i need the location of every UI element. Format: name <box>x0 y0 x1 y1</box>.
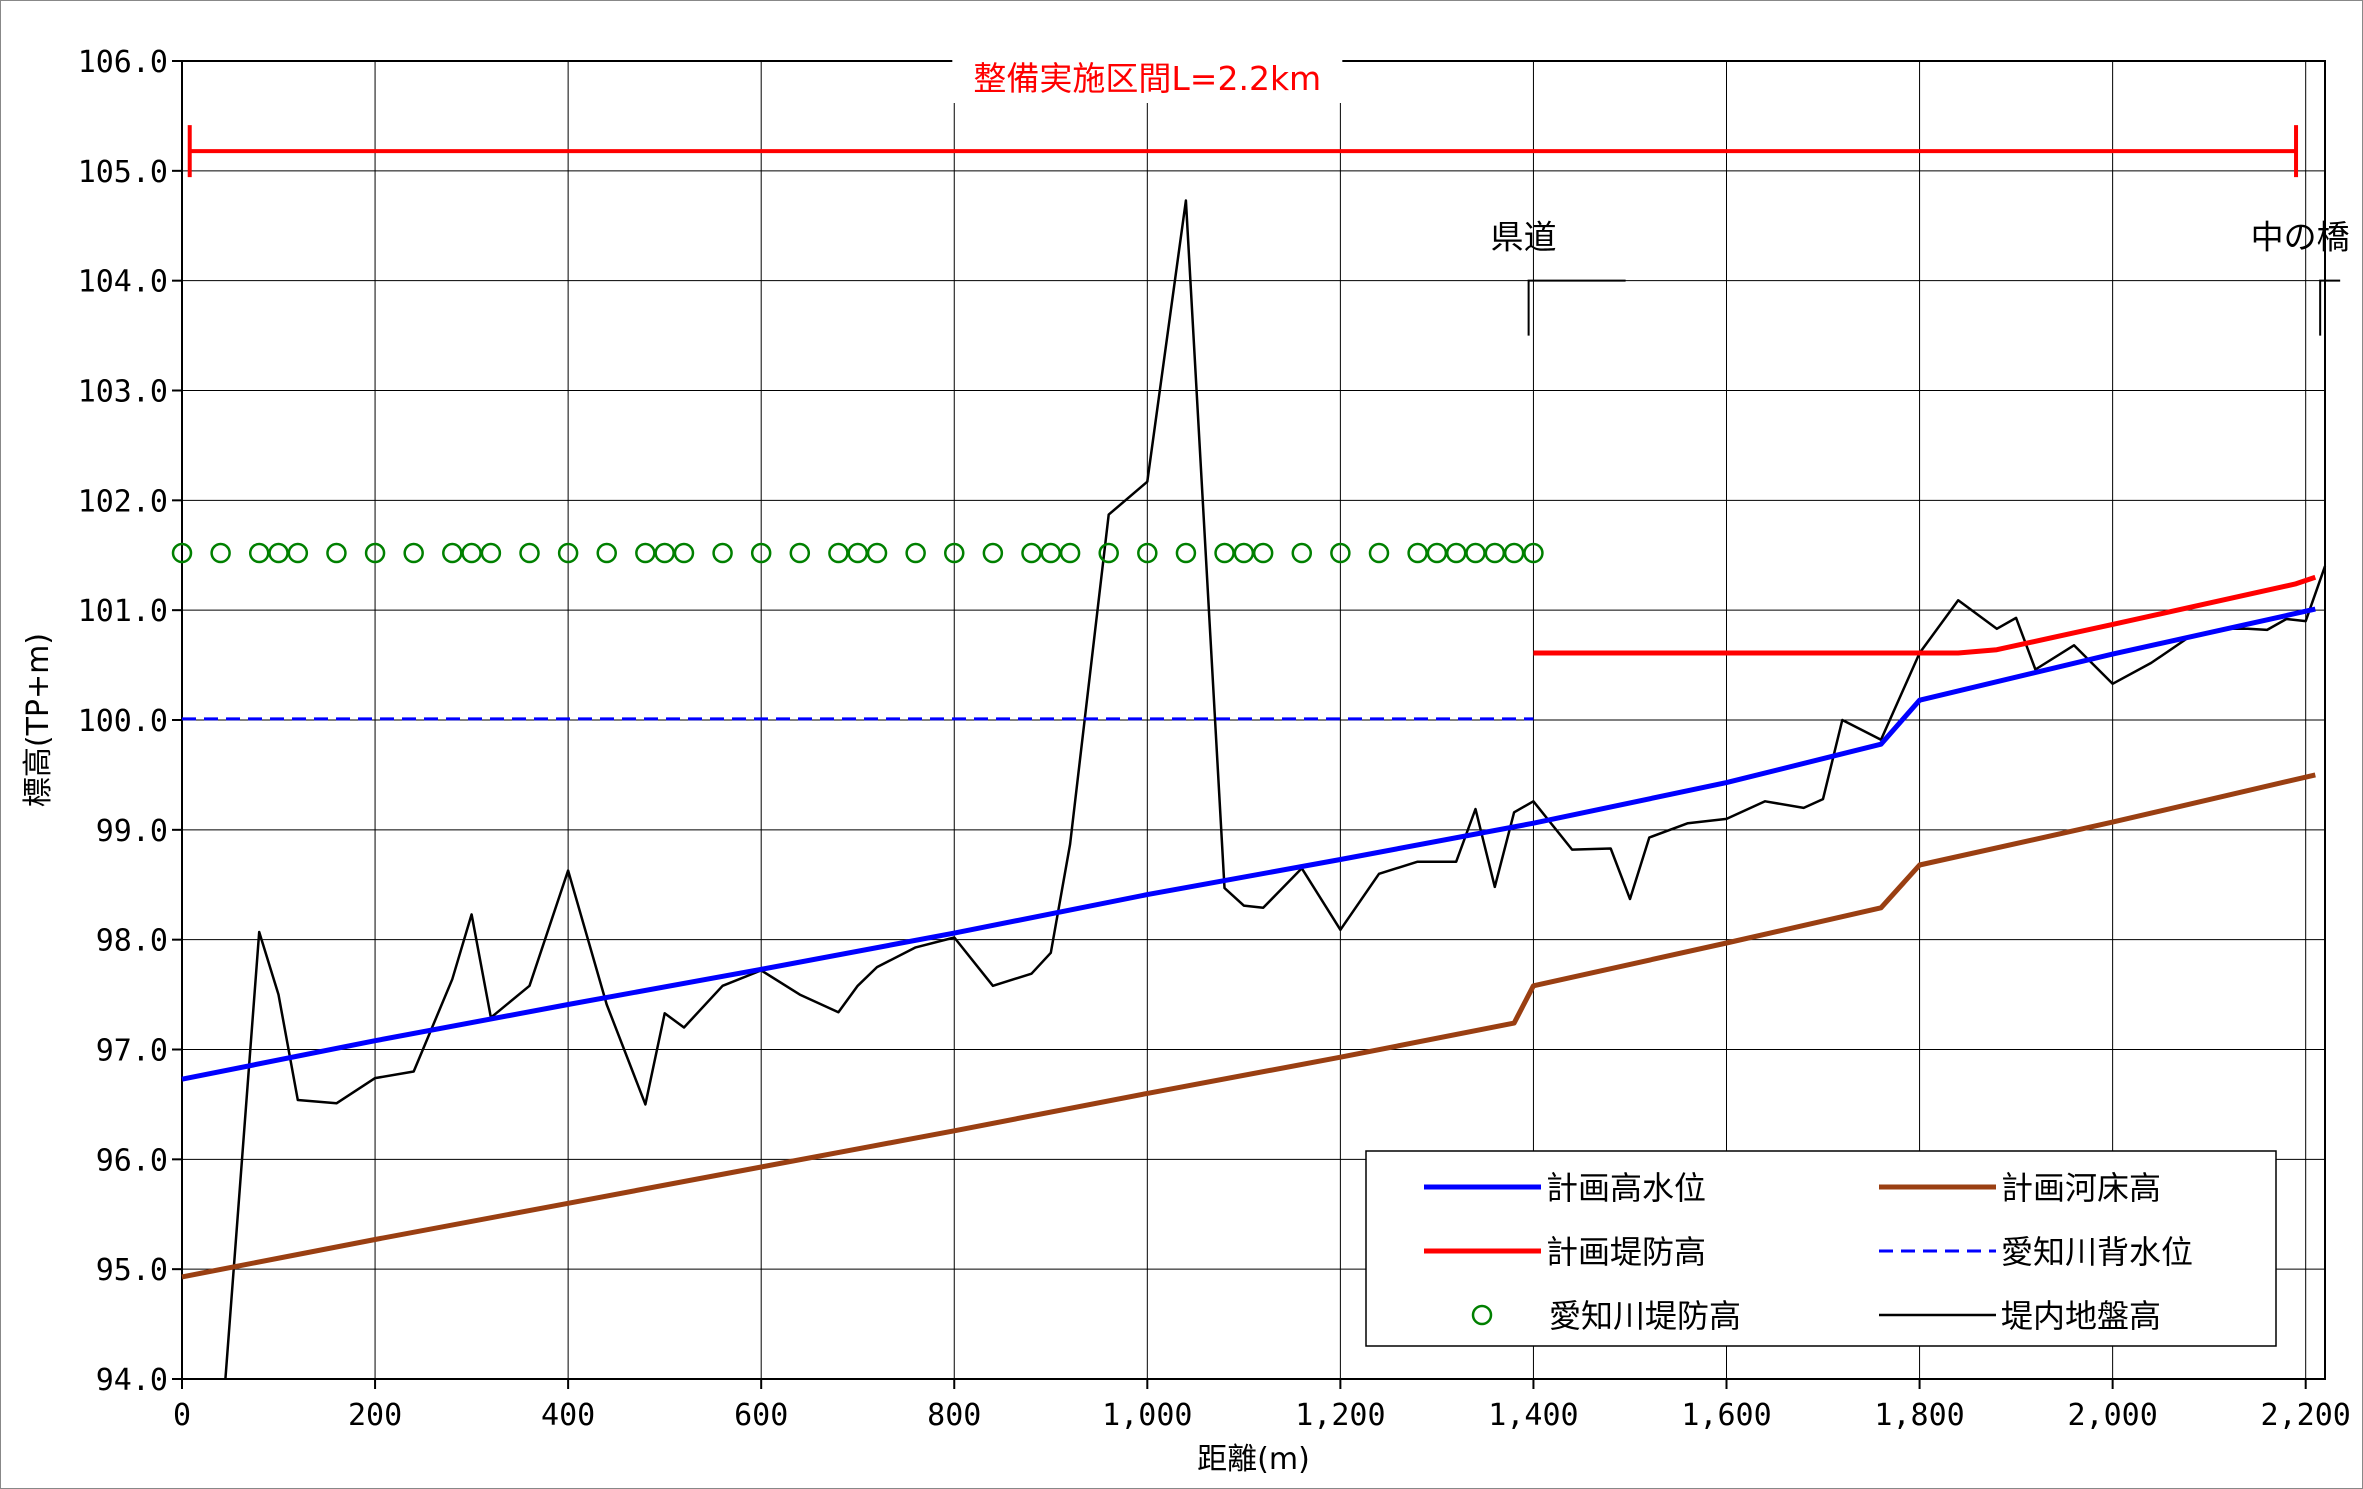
echi-levee-point <box>866 542 888 564</box>
echi-levee-point <box>1214 542 1235 564</box>
echi-levee-point <box>789 542 811 564</box>
echi-levee-point <box>750 542 772 564</box>
echi-levee-point <box>905 542 926 564</box>
echi-levee-point <box>287 542 309 564</box>
echi-levee-point <box>1040 542 1062 564</box>
echi-levee-point <box>519 542 540 564</box>
x-tick-label: 400 <box>541 1398 595 1433</box>
y-tick-labels: 94.0 95.0 96.0 97.0 98.0 99.0 100.0 101.0 102.0 1… <box>78 45 168 1398</box>
y-tick-label: 103.0 <box>78 375 168 410</box>
x-tick-labels: 0 200 400 600 800 1,000 1,200 1,400 1,600 1,800 2,… <box>173 1398 2351 1433</box>
echi-levee-point <box>1252 542 1274 564</box>
y-tick-label: 105.0 <box>78 155 168 190</box>
y-tick-label: 94.0 <box>96 1363 168 1398</box>
x-tick-label: 1,800 <box>1874 1398 1964 1433</box>
echi-levee-point <box>1137 542 1158 564</box>
x-tick-label: 0 <box>173 1398 191 1433</box>
echi-levee-point <box>944 542 965 564</box>
echi-levee-point <box>403 542 424 564</box>
y-tick-label: 95.0 <box>96 1253 168 1288</box>
echi-levee-point <box>1465 542 1486 564</box>
y-tick-label: 98.0 <box>96 924 168 959</box>
echi-levee-point <box>654 542 675 564</box>
section-range-label: 整備実施区間L=2.2km <box>973 59 1321 98</box>
echi-levee-point <box>1503 542 1525 564</box>
echi-levee-point <box>480 542 502 564</box>
planned-riverbed-line <box>181 772 2316 1280</box>
legend-label-echi-levee: 愛知川堤防高 <box>1549 1297 1741 1335</box>
y-tick-label: 97.0 <box>96 1034 168 1069</box>
x-tick-label: 1,000 <box>1102 1398 1192 1433</box>
echi-levee-point <box>1523 542 1544 564</box>
bridge-left-marker <box>1527 279 1626 336</box>
echi-levee-point <box>268 542 289 564</box>
annotation-layer: 整備実施区間L=2.2km 県道 中の橋 <box>187 57 2350 336</box>
echi-levee-point <box>461 542 482 564</box>
echi-levee-point <box>712 542 733 564</box>
legend-label-planned-flood-level: 計画高水位 <box>1546 1169 1706 1207</box>
x-tick-label: 200 <box>348 1398 402 1433</box>
y-tick-label: 106.0 <box>78 45 168 80</box>
y-tick-label: 100.0 <box>78 704 168 739</box>
echi-levee-point <box>1407 542 1428 564</box>
echi-levee-point <box>847 542 868 564</box>
bridge-left-label: 県道 <box>1491 218 1557 257</box>
echi-levee-point <box>828 542 849 564</box>
echi-levee-point <box>1233 542 1255 564</box>
x-tick-label: 1,400 <box>1488 1398 1578 1433</box>
echi-levee-point <box>1426 542 1448 564</box>
x-tick-label: 1,600 <box>1681 1398 1771 1433</box>
y-tick-label: 102.0 <box>78 484 168 519</box>
echi-levee-point <box>248 542 270 564</box>
legend-label-planned-levee: 計画堤防高 <box>1546 1233 1706 1271</box>
echi-levee-point <box>210 542 231 564</box>
series-layer <box>171 199 2327 1380</box>
y-tick-label: 101.0 <box>78 594 168 629</box>
legend-label-planned-riverbed: 計画河床高 <box>2001 1169 2161 1207</box>
bridge-right-marker <box>2319 279 2341 336</box>
x-tick-label: 800 <box>927 1398 981 1433</box>
legend-swatch-echi-levee <box>1471 1304 1493 1326</box>
echi-levee-point <box>1484 542 1506 564</box>
echi-levee-point <box>1098 542 1119 564</box>
echi-levee-point <box>557 542 579 564</box>
x-tick-label: 1,200 <box>1295 1398 1385 1433</box>
echi-levee-point <box>1291 542 1313 564</box>
echi-levee-point <box>982 542 1004 564</box>
x-tick-label: 2,000 <box>2067 1398 2157 1433</box>
y-axis-title: 標高(TP+m) <box>21 633 56 807</box>
bridge-right-label: 中の橋 <box>2251 218 2350 257</box>
echi-levee-point <box>596 542 617 564</box>
echi-levee-point <box>1368 542 1390 564</box>
echi-levee-point <box>171 542 193 564</box>
y-tick-label: 104.0 <box>78 265 168 300</box>
x-axis-title: 距離(m) <box>1197 1442 1310 1477</box>
echi-levee-point <box>1445 542 1467 564</box>
inland-ground-line <box>224 199 2327 1380</box>
echi-levee-point <box>635 542 656 564</box>
echi-levee-point <box>1021 542 1042 564</box>
echi-levee-point <box>673 542 695 564</box>
echi-levee-point <box>364 542 386 564</box>
planned-levee-line <box>1533 574 2317 656</box>
echi-levee-point <box>326 542 347 564</box>
section-label-background <box>952 57 1343 103</box>
x-tick-label: 600 <box>734 1398 788 1433</box>
planned-flood-level-line <box>181 606 2316 1082</box>
y-tick-label: 99.0 <box>96 814 168 849</box>
echi-levee-point <box>1175 542 1197 564</box>
echi-levee-series <box>171 542 1544 564</box>
legend-label-echi-backwater: 愛知川背水位 <box>2001 1233 2193 1271</box>
legend-label-inland-ground: 堤内地盤高 <box>2001 1297 2161 1335</box>
y-tick-label: 96.0 <box>96 1143 168 1178</box>
echi-levee-point <box>1330 542 1351 564</box>
x-tick-label: 2,200 <box>2261 1398 2351 1433</box>
echi-levee-point <box>1059 542 1081 564</box>
echi-levee-point <box>442 542 463 564</box>
